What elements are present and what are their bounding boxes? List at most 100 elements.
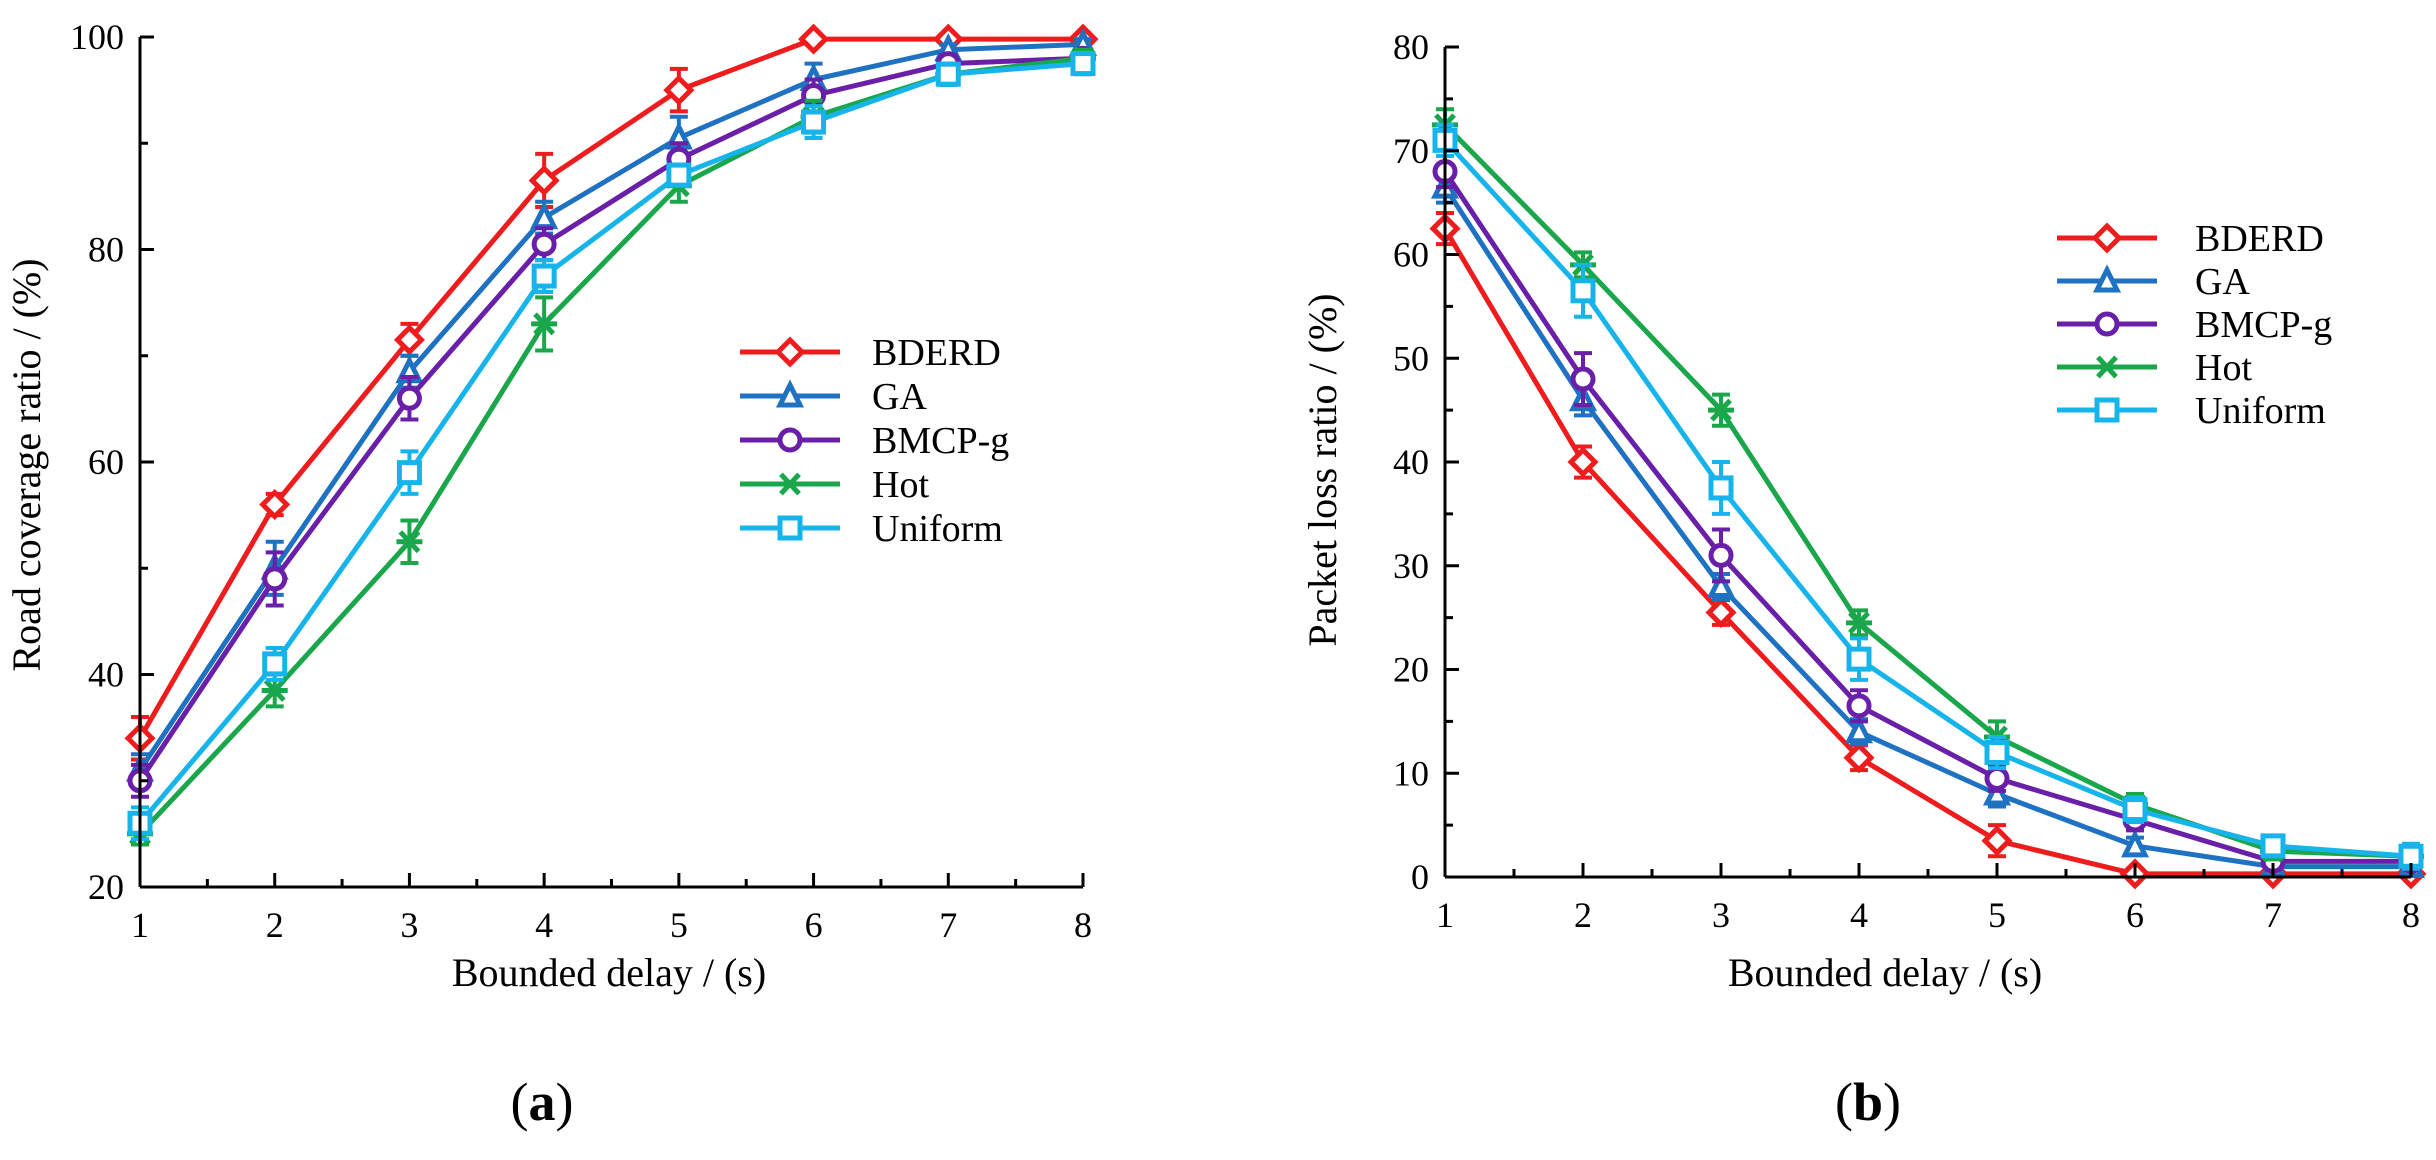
data-point-marker xyxy=(2120,829,2150,858)
y-tick-label: 20 xyxy=(88,867,124,907)
x-tick-label: 1 xyxy=(131,905,149,945)
data-point-marker xyxy=(1846,611,1872,635)
data-point-marker xyxy=(1708,542,1734,568)
x-tick-label: 6 xyxy=(805,905,823,945)
legend-item-bmcp-g: BMCP-g xyxy=(740,420,1009,462)
data-point-marker xyxy=(531,231,557,257)
data-point-marker xyxy=(2260,833,2286,859)
data-point-marker xyxy=(798,23,830,55)
series-line xyxy=(137,36,1083,740)
panel-label: (b) xyxy=(1835,1072,1901,1132)
series-line xyxy=(138,61,1084,825)
data-point-marker xyxy=(1984,740,2010,765)
legend-marker xyxy=(777,427,803,453)
series-uniform xyxy=(1432,122,2424,871)
x-tick-label: 5 xyxy=(670,905,688,945)
data-point-marker xyxy=(262,566,288,592)
legend-label: BDERD xyxy=(872,332,1001,374)
data-point-marker xyxy=(261,678,288,702)
y-tick-label: 40 xyxy=(1393,442,1429,482)
data-point-marker xyxy=(1708,475,1734,501)
legend-label: Hot xyxy=(2195,347,2252,389)
legend-marker xyxy=(774,336,806,368)
x-tick-label: 6 xyxy=(2126,895,2144,935)
data-point-marker xyxy=(1570,366,1596,392)
series-line xyxy=(1443,123,2412,859)
x-tick-label: 1 xyxy=(1436,895,1454,935)
legend-label: BMCP-g xyxy=(872,420,1009,462)
y-tick-label: 40 xyxy=(88,655,124,695)
data-point-marker xyxy=(1843,742,1875,774)
legend-label: BDERD xyxy=(2195,218,2324,260)
data-point-marker xyxy=(531,263,557,289)
data-point-marker xyxy=(1567,446,1599,478)
y-tick-label: 60 xyxy=(88,442,124,482)
y-tick-label: 30 xyxy=(1393,546,1429,586)
data-point-marker xyxy=(1708,398,1734,422)
legend-item-bderd: BDERD xyxy=(2057,218,2324,260)
x-tick-label: 3 xyxy=(400,905,418,945)
data-point-marker xyxy=(666,162,692,188)
legend-label: BMCP-g xyxy=(2195,304,2332,346)
data-point-marker xyxy=(528,164,560,196)
data-point-marker xyxy=(396,460,422,486)
y-axis-label: Packet loss ratio / (%) xyxy=(1300,293,1345,646)
data-point-marker xyxy=(801,109,827,135)
data-point-marker xyxy=(663,74,695,106)
data-point-marker xyxy=(259,488,291,521)
legend-label: Uniform xyxy=(872,508,1003,550)
data-point-marker xyxy=(1570,278,1596,304)
y-tick-label: 70 xyxy=(1393,131,1429,171)
legend-item-bderd: BDERD xyxy=(740,332,1001,374)
data-point-marker xyxy=(1705,596,1737,628)
series-line xyxy=(1442,185,2411,870)
legend-marker xyxy=(2094,397,2120,423)
data-point-marker xyxy=(393,324,425,356)
legend-item-hot: Hot xyxy=(740,464,929,506)
legend-marker xyxy=(2091,222,2123,254)
data-point-marker xyxy=(1982,777,2012,806)
data-point-marker xyxy=(1984,765,2010,791)
series-line xyxy=(1442,170,2411,864)
legend-marker xyxy=(2092,264,2122,293)
y-tick-label: 80 xyxy=(88,230,124,270)
x-tick-label: 3 xyxy=(1712,895,1730,935)
legend-item-ga: GA xyxy=(2057,261,2250,303)
y-tick-label: 100 xyxy=(70,17,124,57)
legend-label: GA xyxy=(2195,261,2250,303)
data-point-marker xyxy=(1844,715,1874,744)
data-point-marker xyxy=(262,651,288,677)
legend-item-uniform: Uniform xyxy=(740,508,1003,550)
data-point-marker xyxy=(2122,797,2148,823)
legend-marker xyxy=(2094,311,2120,337)
data-point-marker xyxy=(531,312,558,336)
legend-item-ga: GA xyxy=(740,376,927,418)
data-point-marker xyxy=(1846,646,1872,672)
x-tick-label: 2 xyxy=(1574,895,1592,935)
x-tick-label: 5 xyxy=(1988,895,2006,935)
y-tick-label: 0 xyxy=(1411,857,1429,897)
series-line xyxy=(137,55,1084,783)
x-tick-label: 7 xyxy=(2264,895,2282,935)
data-point-marker xyxy=(1070,51,1096,77)
data-point-marker xyxy=(396,530,423,554)
axes-layer: 1 2 3 4 5 6 7 8 20 40 60 80 100 xyxy=(70,17,1092,945)
y-tick-label: 50 xyxy=(1393,338,1429,378)
legend-marker xyxy=(2094,355,2120,379)
series-line xyxy=(1442,227,2411,877)
y-tick-label: 20 xyxy=(1393,650,1429,690)
legend-item-uniform: Uniform xyxy=(2057,390,2326,432)
x-tick-label: 8 xyxy=(2402,895,2420,935)
panel-label: (a) xyxy=(511,1072,574,1132)
data-point-marker xyxy=(1846,693,1872,719)
series-bderd xyxy=(1429,211,2427,890)
y-tick-label: 80 xyxy=(1393,27,1429,67)
y-axis-label: Road coverage ratio / (%) xyxy=(4,258,49,671)
x-axis-label: Bounded delay / (s) xyxy=(452,950,766,995)
